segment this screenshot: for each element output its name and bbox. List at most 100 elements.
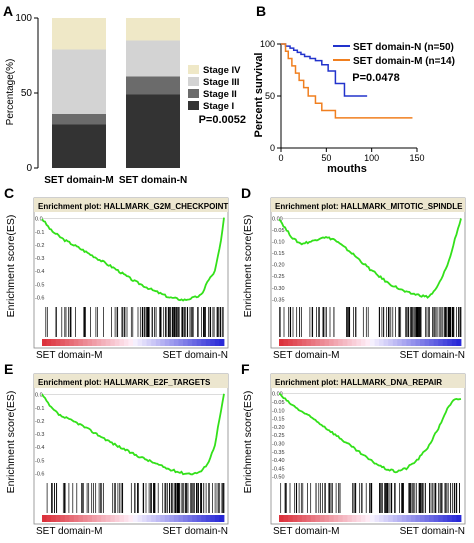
panel-b-xtick-label: 0	[278, 153, 283, 163]
gsea-rank-cell	[301, 339, 307, 346]
gsea-rank-cell	[370, 339, 375, 346]
gsea-es-curve	[278, 218, 462, 299]
gsea-es-curve	[278, 393, 462, 474]
gsea-title-bar	[271, 198, 465, 212]
gsea-rank-cell	[342, 339, 348, 346]
gsea-rank-cell	[392, 339, 398, 346]
gsea-rank-cell	[119, 515, 125, 522]
gsea-ytick-label: -0.45	[272, 466, 285, 472]
gsea-panels: C Enrichment plot: HALLMARK_G2M_CHECKPOIN…	[4, 185, 466, 537]
gsea-rank-cell	[137, 339, 143, 346]
gsea-rank-cell	[214, 515, 220, 522]
panel-b-ylabel: Percent survival	[253, 53, 265, 138]
gsea-right-label: SET domain-N	[400, 526, 465, 537]
gsea-rank-cell	[114, 515, 120, 522]
gsea-rank-cell	[306, 515, 312, 522]
panel-a-ytick-label: 0	[26, 163, 32, 174]
panel-a-legend-label: Stage I	[203, 101, 234, 112]
gsea-rank-cell	[356, 339, 362, 346]
gsea-rank-cell	[178, 515, 184, 522]
gsea-rank-cell	[187, 515, 193, 522]
gsea-ytick-label: -0.30	[272, 286, 285, 292]
gsea-rank-cell	[415, 339, 421, 346]
panel-b: B Percent survival 0 50 100 0 50 100 150 SET d…	[253, 3, 455, 175]
gsea-rank-cell	[442, 339, 448, 346]
gsea-rank-cell	[123, 515, 129, 522]
panel-b-axes: 0 50 100 0 50 100 150	[260, 39, 425, 163]
panel-a-bar-segment	[52, 18, 106, 50]
gsea-rank-cell	[283, 339, 289, 346]
gsea-rank-cell	[201, 515, 207, 522]
gsea-ytick-label: -0.30	[272, 441, 285, 447]
gsea-rank-cell	[151, 515, 157, 522]
gsea-rank-cell	[142, 339, 148, 346]
gsea-rank-cell	[155, 339, 161, 346]
gsea-ytick-label: -0.1	[35, 230, 44, 236]
gsea-rank-cell	[315, 339, 321, 346]
panel-f: F Enrichment plot: HALLMARK_DNA_REPAIR Enr…	[241, 361, 466, 537]
gsea-rank-cell	[173, 515, 179, 522]
gsea-rank-cell	[82, 515, 88, 522]
panel-a-ytick-label: 100	[15, 13, 32, 24]
gsea-ytick-label: -0.35	[272, 450, 285, 456]
panel-b-xlabel: mouths	[327, 163, 367, 175]
gsea-rank-cell	[365, 339, 371, 346]
panel-a-ylabel: Percentage(%)	[5, 59, 16, 126]
gsea-rank-cell	[347, 339, 353, 346]
panel-b-series-line	[281, 43, 368, 97]
gsea-ytick-label: -0.05	[272, 228, 285, 234]
gsea-rank-cell	[442, 515, 448, 522]
gsea-hit-bars	[46, 483, 225, 513]
panel-f-letter: F	[241, 361, 250, 377]
gsea-rank-cell	[406, 339, 412, 346]
gsea-rank-cell	[96, 339, 102, 346]
gsea-rank-cell	[429, 515, 435, 522]
panel-d-letter: D	[241, 185, 251, 201]
gsea-rank-cell	[128, 515, 134, 522]
gsea-ytick-label: -0.10	[272, 408, 285, 414]
panel-a-bar-segment	[52, 114, 106, 125]
gsea-es-curve	[41, 393, 225, 476]
gsea-frame	[270, 373, 466, 525]
panel-a-axes: 0 50 100	[15, 13, 39, 174]
gsea-ytick-label: -0.4	[35, 269, 44, 275]
gsea-rank-cell	[406, 515, 412, 522]
gsea-rank-cell	[401, 515, 407, 522]
gsea-rank-cell	[397, 339, 403, 346]
gsea-rank-cell	[342, 515, 348, 522]
gsea-ytick-label: 0.00	[272, 216, 283, 222]
gsea-rank-cell	[401, 339, 407, 346]
gsea-rank-cell	[360, 515, 366, 522]
gsea-rank-cell	[301, 515, 307, 522]
gsea-rank-cell	[69, 339, 75, 346]
gsea-rank-cell	[46, 515, 52, 522]
gsea-rank-cell	[169, 339, 175, 346]
panel-b-legend: SET domain-N (n=50) SET domain-M (n=14)	[333, 42, 455, 67]
gsea-rank-cell	[164, 515, 170, 522]
gsea-rank-cell	[310, 339, 316, 346]
gsea-rank-cell	[42, 339, 47, 346]
panel-a-bar-segment	[126, 94, 180, 168]
gsea-rank-cell	[178, 339, 184, 346]
panel-a-bar-segment	[126, 40, 180, 77]
gsea-rank-cell	[383, 339, 389, 346]
gsea-rank-cell	[51, 339, 57, 346]
panel-b-xtick-label: 150	[409, 153, 424, 163]
gsea-rank-gradient	[42, 515, 225, 522]
gsea-ytick-label: -0.20	[272, 263, 285, 269]
gsea-ytick-label: -0.05	[272, 400, 285, 406]
gsea-rank-cell	[456, 515, 462, 522]
gsea-rank-cell	[105, 515, 111, 522]
gsea-left-label: SET domain-M	[36, 526, 103, 537]
panel-b-xtick-label: 100	[364, 153, 379, 163]
gsea-rank-cell	[114, 339, 120, 346]
panel-b-ytick-label: 50	[265, 91, 275, 101]
gsea-rank-cell	[78, 339, 84, 346]
gsea-right-label: SET domain-N	[163, 350, 228, 361]
gsea-ytick-label: -0.2	[35, 243, 44, 249]
gsea-rank-cell	[383, 515, 389, 522]
gsea-rank-cell	[214, 339, 220, 346]
gsea-es-curve	[41, 217, 225, 302]
panel-a-bars: SET domain-M SET domain-N	[44, 18, 187, 186]
gsea-rank-cell	[379, 339, 385, 346]
